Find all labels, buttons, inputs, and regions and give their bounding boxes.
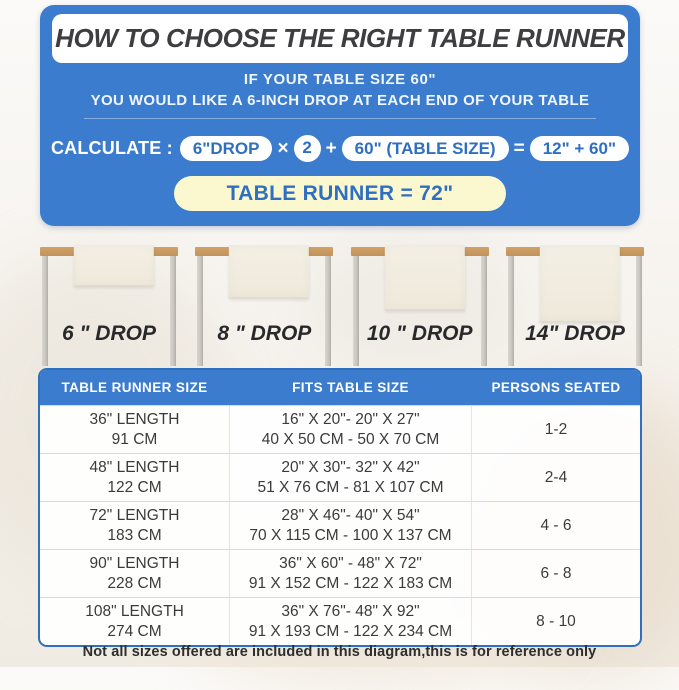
equals-operator: = xyxy=(513,137,525,159)
runner-size-cell: 108" LENGTH 274 CM xyxy=(40,602,229,642)
runner-size-cm: 274 CM xyxy=(107,622,162,640)
fits-table-cell: 36" X 76"- 48" X 92" 91 X 193 CM - 122 X… xyxy=(229,598,472,645)
table-header-row: TABLE RUNNER SIZE FITS TABLE SIZE PERSON… xyxy=(40,370,640,405)
drop-label: 14" DROP xyxy=(525,322,625,345)
runner-size-cell: 72" LENGTH 183 CM xyxy=(40,506,229,546)
runner-size-cell: 90" LENGTH 228 CM xyxy=(40,554,229,594)
table-leg-right xyxy=(170,250,176,366)
runner-size-in: 90" LENGTH xyxy=(89,554,180,572)
runner-size-in: 36" LENGTH xyxy=(89,410,180,428)
table-row: 72" LENGTH 183 CM 28" X 46"- 40" X 54" 7… xyxy=(40,501,640,549)
fits-table-cell: 20" X 30"- 32" X 42" 51 X 76 CM - 81 X 1… xyxy=(229,454,472,501)
runner-drape xyxy=(73,245,154,286)
persons-seated-cell: 2-4 xyxy=(544,468,568,486)
intro-line-2: YOU WOULD LIKE A 6-INCH DROP AT EACH END… xyxy=(90,92,590,109)
runner-size-cm: 91 CM xyxy=(111,430,158,448)
fits-table-cell: 28" X 46"- 40" X 54" 70 X 115 CM - 100 X… xyxy=(229,502,472,549)
fits-table-cell: 36" X 60" - 48" X 72" 91 X 152 CM - 122 … xyxy=(229,550,472,597)
persons-seated-cell: 8 - 10 xyxy=(536,612,576,630)
calculation-row: CALCULATE : 6"DROP × 2 + 60" (TABLE SIZE… xyxy=(40,132,640,164)
table-row: 48" LENGTH 122 CM 20" X 30"- 32" X 42" 5… xyxy=(40,453,640,501)
table-illustration-8in: 8 " DROP xyxy=(193,236,335,366)
fits-size-in: 36" X 60" - 48" X 72" xyxy=(279,554,422,572)
persons-seated-cell: 6 - 8 xyxy=(540,564,572,582)
drop-illustrations: 6 " DROP 8 " DROP 10 " DROP 14" DROP xyxy=(38,236,646,366)
fits-table-cell: 16" X 20"- 20" X 27" 40 X 50 CM - 50 X 7… xyxy=(229,406,472,453)
runner-size-in: 108" LENGTH xyxy=(85,602,184,620)
table-leg-left xyxy=(42,250,48,366)
table-illustration-6in: 6 " DROP xyxy=(38,236,180,366)
fits-size-in: 16" X 20"- 20" X 27" xyxy=(281,410,420,428)
divider-line xyxy=(84,118,596,119)
runner-size-in: 72" LENGTH xyxy=(89,506,180,524)
fits-size-cm: 40 X 50 CM - 50 X 70 CM xyxy=(261,430,440,448)
drop-label: 8 " DROP xyxy=(217,322,312,345)
table-illustration-14in: 14" DROP xyxy=(504,236,646,366)
runner-size-cell: 36" LENGTH 91 CM xyxy=(40,410,229,450)
col-header-runner-size: TABLE RUNNER SIZE xyxy=(61,380,208,395)
table-row: 36" LENGTH 91 CM 16" X 20"- 20" X 27" 40… xyxy=(40,405,640,453)
runner-size-cm: 228 CM xyxy=(107,574,162,592)
table-row: 108" LENGTH 274 CM 36" X 76"- 48" X 92" … xyxy=(40,597,640,645)
fits-size-cm: 70 X 115 CM - 100 X 137 CM xyxy=(249,526,452,544)
runner-drape xyxy=(229,245,310,298)
fits-size-in: 36" X 76"- 48" X 92" xyxy=(281,602,420,620)
runner-result-pill: TABLE RUNNER = 72" xyxy=(174,176,506,211)
fits-size-in: 20" X 30"- 32" X 42" xyxy=(281,458,420,476)
runner-size-in: 48" LENGTH xyxy=(89,458,180,476)
table-leg-left xyxy=(507,250,514,366)
multiplier-badge: 2 xyxy=(293,134,321,162)
drop-label: 6 " DROP xyxy=(62,322,156,345)
page-title: HOW TO CHOOSE THE RIGHT TABLE RUNNER xyxy=(55,23,625,53)
table-size-pill: 60" (TABLE SIZE) xyxy=(341,135,509,161)
runner-drape xyxy=(539,245,620,322)
persons-seated-cell: 4 - 6 xyxy=(540,516,572,534)
fits-size-in: 28" X 46"- 40" X 54" xyxy=(281,506,420,524)
times-operator: × xyxy=(277,137,289,159)
drop-value-pill: 6"DROP xyxy=(179,135,273,161)
table-illustration-10in: 10 " DROP xyxy=(349,236,491,366)
plus-operator: + xyxy=(325,137,337,159)
persons-seated-cell: 1-2 xyxy=(544,420,568,438)
title-band: HOW TO CHOOSE THE RIGHT TABLE RUNNER xyxy=(52,14,628,63)
intro-line-1: IF YOUR TABLE SIZE 60" xyxy=(243,71,437,88)
sum-pill: 12" + 60" xyxy=(529,135,630,161)
calculate-label: CALCULATE : xyxy=(50,137,173,158)
col-header-persons: PERSONS SEATED xyxy=(491,380,621,395)
disclaimer-note: Not all sizes offered are included in th… xyxy=(82,644,597,660)
col-header-fits-table: FITS TABLE SIZE xyxy=(292,380,409,395)
size-reference-table: TABLE RUNNER SIZE FITS TABLE SIZE PERSON… xyxy=(38,368,642,647)
header-panel: HOW TO CHOOSE THE RIGHT TABLE RUNNER IF … xyxy=(40,5,640,226)
intro-text: IF YOUR TABLE SIZE 60" YOU WOULD LIKE A … xyxy=(40,71,640,109)
fits-size-cm: 91 X 152 CM - 122 X 183 CM xyxy=(248,574,453,592)
table-row: 90" LENGTH 228 CM 36" X 60" - 48" X 72" … xyxy=(40,549,640,597)
table-leg-left xyxy=(197,250,204,366)
runner-size-cm: 122 CM xyxy=(107,478,162,496)
drop-label: 10 " DROP xyxy=(366,322,473,345)
table-leg-right xyxy=(635,250,642,366)
runner-size-cell: 48" LENGTH 122 CM xyxy=(40,458,229,498)
runner-size-cm: 183 CM xyxy=(107,526,162,544)
runner-drape xyxy=(384,245,465,310)
fits-size-cm: 51 X 76 CM - 81 X 107 CM xyxy=(257,478,444,496)
table-leg-left xyxy=(352,250,359,366)
table-leg-right xyxy=(480,250,487,366)
fits-size-cm: 91 X 193 CM - 122 X 234 CM xyxy=(248,622,453,640)
table-leg-right xyxy=(325,250,332,366)
